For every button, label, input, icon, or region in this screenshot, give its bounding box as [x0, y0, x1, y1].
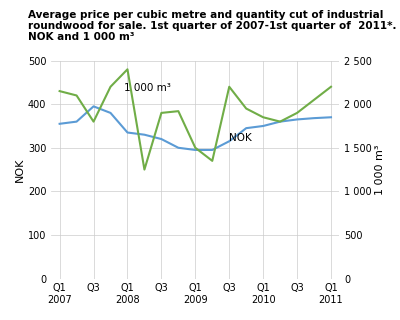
- Text: NOK and 1 000 m³: NOK and 1 000 m³: [28, 32, 134, 42]
- Y-axis label: 1 000 m³: 1 000 m³: [375, 144, 385, 195]
- Y-axis label: NOK: NOK: [15, 157, 25, 182]
- Text: roundwood for sale. 1st quarter of 2007-1st quarter of  2011*.: roundwood for sale. 1st quarter of 2007-…: [28, 21, 396, 31]
- Text: 1 000 m³: 1 000 m³: [124, 83, 171, 93]
- Text: Average price per cubic metre and quantity cut of industrial: Average price per cubic metre and quanti…: [28, 10, 383, 20]
- Text: NOK: NOK: [229, 133, 252, 143]
